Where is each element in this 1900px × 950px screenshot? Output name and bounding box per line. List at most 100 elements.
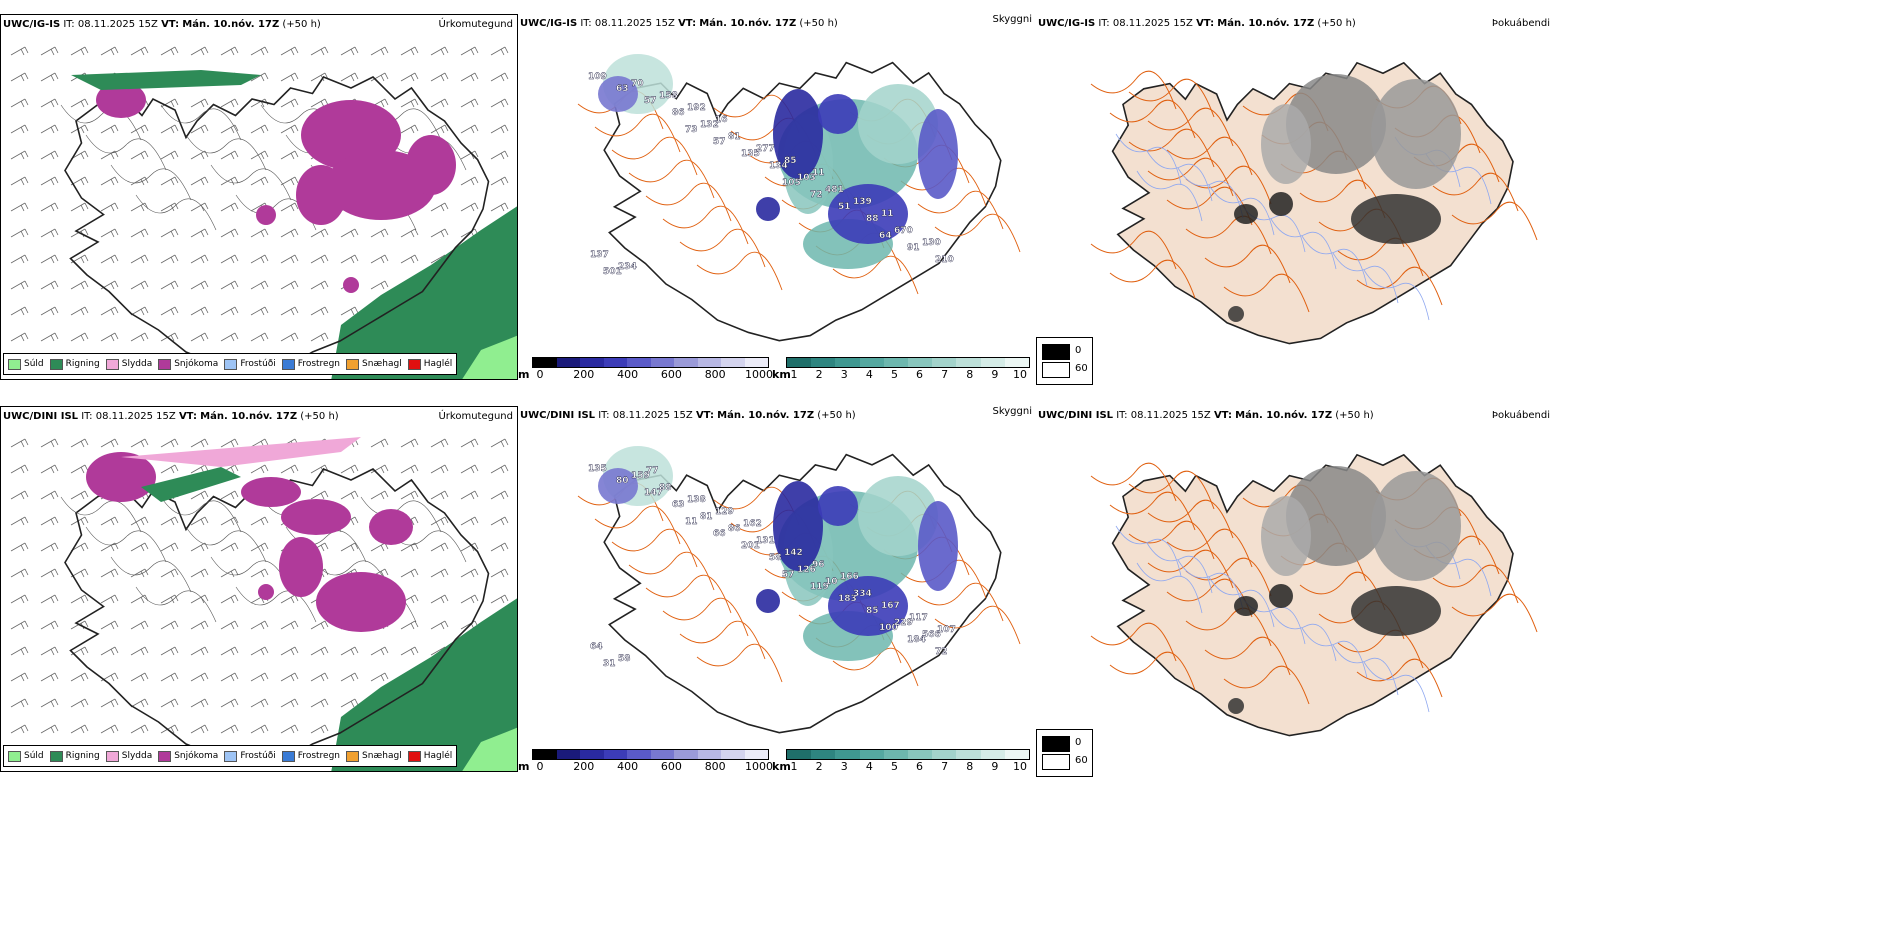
scale-swatch xyxy=(674,358,698,367)
cloud-base-value: 11 xyxy=(685,517,698,527)
scale-unit: m xyxy=(518,368,530,381)
cloud-base-value: 277 xyxy=(756,144,775,154)
scale-swatch xyxy=(533,750,557,759)
cloud-base-value: 117 xyxy=(909,613,928,623)
fog-legend-label: 60 xyxy=(1075,363,1088,374)
legend-label: Snjókoma xyxy=(174,359,219,369)
sleet-area xyxy=(121,437,361,467)
scale-swatch xyxy=(1004,358,1030,367)
cloud-base-value: 105 xyxy=(782,178,801,188)
scale-tick: 0 xyxy=(536,760,544,773)
scale-swatch xyxy=(603,358,627,367)
cloud-base-value: 210 xyxy=(935,255,954,265)
snow-area xyxy=(406,135,456,195)
precip-map xyxy=(10,437,517,771)
scale-tick: 6 xyxy=(916,368,924,381)
cloud-base-value: 64 xyxy=(590,642,603,652)
scale-swatch xyxy=(811,358,836,367)
cloud-base-value: 91 xyxy=(907,243,920,253)
cloud-base-value: 566 xyxy=(922,630,941,640)
legend-label: Haglél xyxy=(423,751,453,761)
cloud-base-value: 167 xyxy=(881,601,900,611)
cloud-base-value: 72 xyxy=(935,647,948,657)
scale-tick: 1000 xyxy=(745,760,773,773)
fog-indicator-area xyxy=(1351,194,1441,244)
scale-swatch xyxy=(980,750,1005,759)
cloud-base-area xyxy=(828,576,908,636)
scale-tick: 5 xyxy=(890,760,898,773)
cloud-base-value: 77 xyxy=(646,466,659,476)
cloud-base-value: 88 xyxy=(659,483,672,493)
fog-indicator-area xyxy=(1269,192,1293,216)
scale-swatch xyxy=(627,750,651,759)
scale-swatch xyxy=(811,750,836,759)
scale-swatch xyxy=(908,358,933,367)
snow-area xyxy=(86,452,156,502)
cloud-base-value: 86 xyxy=(728,524,741,534)
cloud-base-value: 162 xyxy=(743,519,762,529)
scale-tick: 200 xyxy=(573,760,595,773)
panel-header: UWC/IG-IS IT: 08.11.2025 15Z VT: Mán. 10… xyxy=(520,18,838,29)
fog-indicator-area xyxy=(1234,204,1258,224)
scale-unit: m xyxy=(518,760,530,773)
cloud-base-value: 135 xyxy=(588,464,607,474)
legend-item-3: Snjókoma xyxy=(158,358,219,370)
cloud-base-value: 130 xyxy=(922,238,941,248)
cloud-map: 135 11 57 100 80 66 119 184 147 201 183 72 63 58 85 31 8… xyxy=(577,446,1021,734)
cloud-base-value: 184 xyxy=(907,635,926,645)
legend-swatch xyxy=(346,750,360,762)
cloud-base-area xyxy=(598,76,638,112)
legend-item-5: Frostregn xyxy=(281,358,340,370)
scale-swatch xyxy=(580,750,604,759)
fog-legend: 0 60 xyxy=(1036,337,1093,385)
legend-swatch xyxy=(8,358,21,370)
cloud-base-labels: 135 11 57 100 80 66 119 184 147 201 183 72 63 58 85 31 8… xyxy=(588,464,956,669)
scale-swatch xyxy=(932,750,957,759)
cloud-base-value: 234 xyxy=(618,262,637,272)
cloud-base-area xyxy=(773,481,823,571)
scale-tick: 9 xyxy=(991,368,999,381)
cloud-base-value: 57 xyxy=(713,137,726,147)
fog-legend: 0 60 xyxy=(1036,729,1093,777)
cloud-base-value: 142 xyxy=(784,548,803,558)
cloud-base-value: 73 xyxy=(685,125,698,135)
scale-swatch xyxy=(650,750,674,759)
scale-swatch xyxy=(956,358,981,367)
legend-item-3: Snjókoma xyxy=(158,750,218,762)
panel-header: UWC/IG-IS IT: 08.11.2025 15Z VT: Mán. 10… xyxy=(3,19,321,30)
cloud-base-value: 109 xyxy=(588,72,607,82)
scale-unit: km xyxy=(772,760,791,773)
cloud-base-value: 51 xyxy=(838,202,851,212)
cloud-base-value: 135 xyxy=(741,149,760,159)
legend-label: Snæhagl xyxy=(362,751,402,761)
scale-swatch xyxy=(932,358,957,367)
scale-swatch xyxy=(883,750,909,759)
cloud-base-value: 183 xyxy=(838,594,857,604)
cloud-base-area xyxy=(756,589,780,613)
iceland-outline xyxy=(64,468,490,767)
snow-area xyxy=(96,82,146,118)
snow-area xyxy=(316,572,406,632)
scale-swatch xyxy=(859,750,884,759)
cloud-base-value: 96 xyxy=(812,560,825,570)
panel-title: Úrkomutegund xyxy=(438,19,513,30)
legend-label: Frostregn xyxy=(297,751,341,761)
cloud-base-area xyxy=(818,486,858,526)
cloud-base-value: 139 xyxy=(853,197,872,207)
legend-item-7: Haglél xyxy=(407,358,452,370)
cloud-base-area xyxy=(773,89,823,179)
scale-swatch xyxy=(556,750,580,759)
rain-area xyxy=(331,206,517,379)
legend-swatch xyxy=(105,358,119,370)
cloud-base-value: 81 xyxy=(728,132,741,142)
cloud-base-value: 103 xyxy=(797,173,816,183)
scale-tick: 400 xyxy=(617,760,639,773)
scale-swatch xyxy=(835,750,860,759)
fog-panel-top: UWC/IG-IS IT: 08.11.2025 15Z VT: Mán. 10… xyxy=(1036,14,1556,380)
snow-area xyxy=(241,477,301,507)
legend-label: Rigning xyxy=(65,751,100,761)
cloud-panel-top: UWC/IG-IS IT: 08.11.2025 15Z VT: Mán. 10… xyxy=(518,14,1036,380)
scale-swatch xyxy=(650,358,674,367)
snow-area xyxy=(296,165,346,225)
cloud-base-area xyxy=(918,501,958,591)
